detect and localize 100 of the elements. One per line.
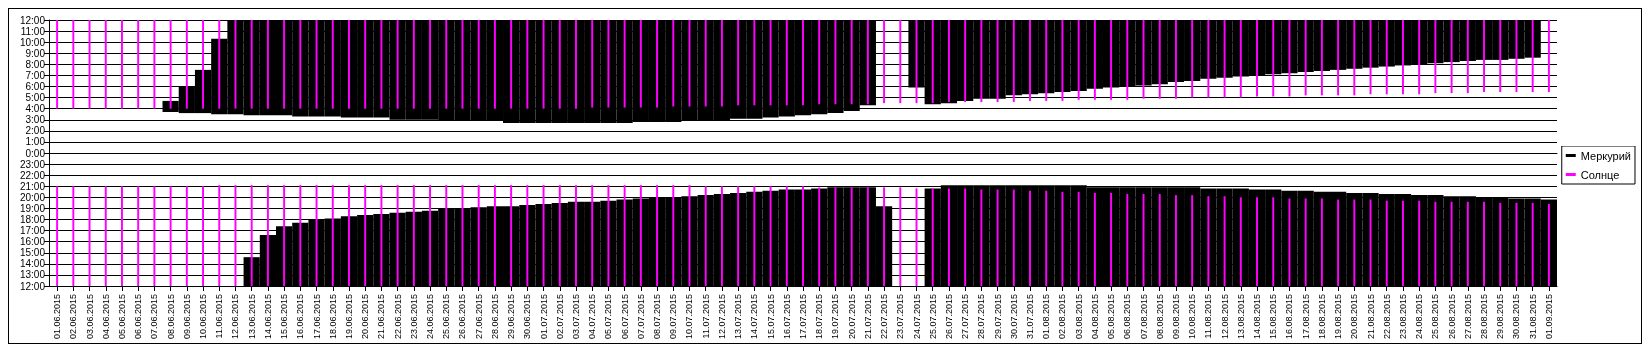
x-tick-label: 29.07.2015 bbox=[992, 294, 1003, 340]
x-tick-label: 24.06.2015 bbox=[425, 294, 436, 340]
x-tick-label: 22.06.2015 bbox=[392, 294, 403, 340]
x-tick-label: 30.07.2015 bbox=[1008, 294, 1019, 340]
x-tick-label: 09.06.2015 bbox=[181, 294, 192, 340]
x-tick-label: 15.06.2015 bbox=[279, 294, 290, 340]
y-tick-label: 7:00 bbox=[25, 69, 46, 81]
y-tick-label: 0:00 bbox=[25, 147, 46, 159]
x-tick-label: 19.07.2015 bbox=[830, 294, 841, 340]
x-tick-label: 25.08.2015 bbox=[1430, 294, 1441, 340]
x-tick-label: 20.07.2015 bbox=[846, 294, 857, 340]
y-tick-label: 16:00 bbox=[19, 236, 46, 248]
x-tick-label: 07.08.2015 bbox=[1138, 294, 1149, 340]
x-tick-label: 13.07.2015 bbox=[733, 294, 744, 340]
x-tick-label: 07.07.2015 bbox=[635, 294, 646, 340]
x-tick-label: 16.07.2015 bbox=[781, 294, 792, 340]
x-tick-label: 24.07.2015 bbox=[911, 294, 922, 340]
x-tick-label: 29.08.2015 bbox=[1495, 294, 1506, 340]
x-tick-label: 03.07.2015 bbox=[570, 294, 581, 340]
x-tick-label: 13.08.2015 bbox=[1235, 294, 1246, 340]
x-tick-label: 26.08.2015 bbox=[1446, 294, 1457, 340]
x-tick-label: 06.08.2015 bbox=[1122, 294, 1133, 340]
x-tick-label: 14.08.2015 bbox=[1252, 294, 1263, 340]
y-tick-label: 11:00 bbox=[20, 25, 46, 37]
x-tick-label: 10.07.2015 bbox=[684, 294, 695, 340]
legend-label: Меркурий bbox=[1580, 149, 1632, 162]
x-tick-label: 05.06.2015 bbox=[116, 294, 127, 340]
y-tick-label: 4:00 bbox=[25, 103, 46, 115]
x-tick-label: 27.06.2015 bbox=[473, 294, 484, 340]
x-tick-label: 25.07.2015 bbox=[927, 294, 938, 340]
x-tick-label: 09.07.2015 bbox=[668, 294, 679, 340]
x-tick-label: 17.07.2015 bbox=[798, 294, 808, 340]
x-tick-label: 12.07.2015 bbox=[716, 294, 727, 340]
x-tick-label: 20.06.2015 bbox=[360, 294, 371, 340]
x-tick-label: 17.08.2015 bbox=[1300, 294, 1311, 340]
y-tick-label: 5:00 bbox=[25, 92, 46, 104]
x-tick-label: 03.08.2015 bbox=[1073, 294, 1084, 340]
x-tick-label: 27.07.2015 bbox=[960, 294, 971, 340]
x-tick-label: 29.06.2015 bbox=[506, 294, 517, 340]
x-tick-label: 19.06.2015 bbox=[343, 294, 354, 340]
x-tick-label: 08.08.2015 bbox=[1154, 294, 1165, 340]
y-tick-label: 2:00 bbox=[25, 125, 46, 137]
x-tick-label: 02.08.2015 bbox=[1057, 294, 1068, 340]
x-tick-label: 08.07.2015 bbox=[652, 294, 663, 340]
x-tick-label: 26.07.2015 bbox=[943, 294, 954, 340]
x-tick-label: 09.08.2015 bbox=[1170, 294, 1181, 340]
x-tick-label: 30.06.2015 bbox=[522, 294, 533, 340]
y-tick-label: 13:00 bbox=[19, 269, 46, 281]
y-tick-label: 23:00 bbox=[19, 158, 46, 170]
x-tick-label: 31.08.2015 bbox=[1527, 294, 1538, 340]
x-tick-label: 04.06.2015 bbox=[100, 294, 111, 340]
x-tick-label: 21.06.2015 bbox=[376, 294, 387, 340]
y-tick-label: 3:00 bbox=[25, 114, 46, 126]
x-tick-label: 02.06.2015 bbox=[68, 294, 79, 340]
x-tick-label: 21.08.2015 bbox=[1365, 294, 1376, 340]
y-tick-label: 6:00 bbox=[25, 81, 46, 92]
x-tick-label: 14.07.2015 bbox=[749, 294, 760, 340]
y-tick-label: 9:00 bbox=[25, 47, 46, 59]
y-tick-label: 14:00 bbox=[19, 258, 46, 270]
x-tick-label: 04.07.2015 bbox=[587, 294, 598, 340]
y-tick-label: 18:00 bbox=[19, 214, 46, 225]
y-tick-label: 1:00 bbox=[25, 136, 46, 148]
x-tick-label: 03.06.2015 bbox=[84, 294, 95, 340]
x-tick-label: 26.06.2015 bbox=[457, 294, 468, 340]
x-tick-label: 22.07.2015 bbox=[879, 294, 890, 340]
y-tick-label: 12:00 bbox=[19, 14, 46, 26]
x-tick-label: 06.06.2015 bbox=[133, 294, 144, 340]
x-tick-label: 28.06.2015 bbox=[489, 294, 500, 340]
x-tick-label: 06.07.2015 bbox=[619, 294, 630, 340]
x-tick-label: 05.08.2015 bbox=[1106, 294, 1117, 340]
x-tick-label: 01.06.2015 bbox=[52, 294, 63, 340]
x-tick-label: 27.08.2015 bbox=[1462, 294, 1473, 340]
x-tick-label: 14.06.2015 bbox=[262, 294, 273, 340]
x-tick-label: 23.07.2015 bbox=[895, 294, 906, 340]
y-tick-label: 15:00 bbox=[19, 247, 46, 259]
x-tick-label: 16.06.2015 bbox=[295, 294, 306, 340]
y-tick-label: 12:00 bbox=[19, 280, 46, 292]
x-tick-label: 19.08.2015 bbox=[1333, 294, 1344, 340]
x-tick-label: 10.08.2015 bbox=[1187, 294, 1198, 340]
x-tick-label: 11.06.2015 bbox=[214, 294, 225, 339]
x-tick-label: 11.08.2015 bbox=[1203, 294, 1214, 339]
y-tick-label: 8:00 bbox=[25, 58, 46, 70]
x-tick-label: 18.06.2015 bbox=[327, 294, 338, 340]
x-tick-label: 05.07.2015 bbox=[603, 294, 614, 340]
x-tick-label: 25.06.2015 bbox=[441, 294, 452, 340]
x-tick-label: 01.08.2015 bbox=[1041, 294, 1052, 340]
y-tick-label: 20:00 bbox=[19, 191, 46, 203]
x-tick-label: 28.08.2015 bbox=[1479, 294, 1490, 340]
x-tick-label: 18.08.2015 bbox=[1316, 294, 1327, 340]
x-tick-label: 07.06.2015 bbox=[149, 294, 160, 340]
x-tick-label: 30.08.2015 bbox=[1511, 294, 1522, 340]
x-tick-label: 04.08.2015 bbox=[1089, 294, 1100, 340]
x-tick-label: 21.07.2015 bbox=[862, 294, 873, 340]
x-tick-label: 02.07.2015 bbox=[554, 294, 565, 340]
x-tick-label: 15.08.2015 bbox=[1268, 294, 1279, 340]
x-tick-label: 12.08.2015 bbox=[1219, 294, 1230, 340]
y-tick-label: 21:00 bbox=[19, 180, 46, 192]
x-tick-label: 15.07.2015 bbox=[765, 294, 776, 340]
x-tick-label: 20.08.2015 bbox=[1349, 294, 1360, 340]
x-tick-label: 01.09.2015 bbox=[1543, 294, 1554, 340]
